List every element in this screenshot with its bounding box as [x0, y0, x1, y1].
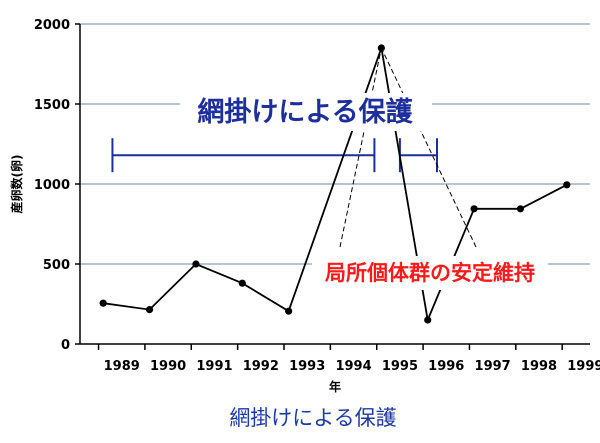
x-tick-label-1993: 1993: [289, 359, 325, 374]
data-point-0: [99, 299, 107, 307]
x-tick-label-1995: 1995: [382, 359, 418, 374]
annotation-labels: 網掛けによる保護 局所個体群の安定維持: [180, 93, 548, 290]
x-tick-label-1999: 1999: [567, 359, 600, 374]
data-point-5: [377, 44, 385, 52]
pointer-line-right: [380, 47, 477, 248]
data-point-4: [285, 307, 293, 315]
protection-label: 網掛けによる保護: [197, 96, 413, 128]
y-tick-label-1000: 1000: [34, 178, 70, 193]
maintenance-label-background: [312, 256, 548, 290]
x-tick-label-1991: 1991: [196, 359, 232, 374]
y-tick-label-0: 0: [61, 338, 70, 353]
protection-range-bracket: [111, 138, 438, 173]
maintenance-label: 局所個体群の安定維持: [325, 261, 535, 285]
protection-label-background: [180, 93, 432, 131]
figure-caption: 網掛けによる保護: [229, 406, 396, 430]
x-tick-label-1998: 1998: [521, 359, 557, 374]
data-point-8: [516, 205, 525, 213]
y-tick-labels: 0 500 1000 1500 2000: [34, 18, 80, 353]
data-point-9: [563, 181, 571, 189]
data-point-2: [192, 260, 200, 268]
x-tick-labels: 1989 1990 1991 1992 1993 1994 1995 1996 1997 1998…: [97, 344, 600, 374]
y-axis-title: 産卵数(卵): [9, 155, 24, 214]
x-tick-label-1996: 1996: [428, 359, 464, 374]
data-series: [99, 44, 571, 324]
data-point-3: [238, 279, 246, 287]
x-tick-label-1989: 1989: [104, 359, 140, 374]
x-tick-label-1990: 1990: [150, 359, 186, 374]
data-point-6: [424, 316, 432, 324]
pointer-line-left: [339, 47, 382, 248]
x-axis-title: 年: [329, 379, 341, 394]
grid-lines: [80, 23, 590, 265]
x-tick-label-1997: 1997: [475, 359, 511, 374]
data-point-7: [470, 205, 478, 213]
y-tick-label-500: 500: [43, 258, 70, 273]
annotation-pointer-lines: [339, 47, 477, 248]
series-line: [103, 44, 568, 324]
x-tick-label-1992: 1992: [243, 359, 279, 374]
x-tick-label-1994: 1994: [335, 359, 371, 374]
data-point-1: [145, 306, 154, 314]
y-tick-label-2000: 2000: [34, 18, 70, 33]
y-tick-label-1500: 1500: [34, 98, 70, 113]
